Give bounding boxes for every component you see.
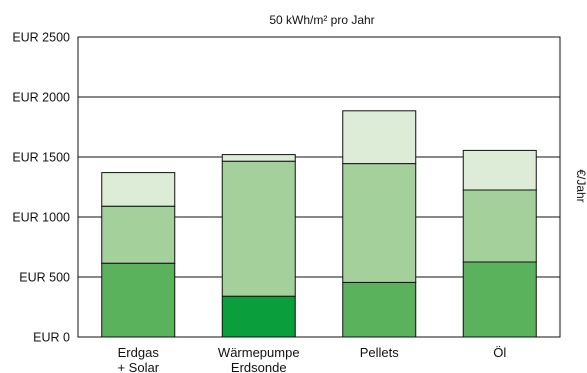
x-category-label: Erdsonde — [231, 360, 287, 373]
x-category-label: Pellets — [360, 345, 400, 360]
bar-segment — [221, 160, 296, 297]
bar-segment — [221, 154, 296, 162]
y-axis-tick-labels: EUR 0 EUR 500 EUR 1000 EUR 1500 EUR 2000 EUR … — [12, 31, 70, 345]
bar-segment — [342, 281, 417, 338]
x-category-label: Wärmepumpe — [218, 345, 300, 360]
bars — [101, 110, 537, 338]
plot-frame — [77, 36, 561, 338]
y-tick-label: EUR 1500 — [12, 151, 70, 165]
y-tick-label: EUR 1000 — [12, 211, 70, 225]
bar-segment — [221, 295, 296, 338]
bar-segment — [101, 172, 176, 207]
bar-segment — [462, 189, 537, 263]
bar-segment — [462, 261, 537, 338]
chart-title: 50 kWh/m² pro Jahr — [269, 13, 374, 27]
y-axis-unit-label: €/Jahr — [574, 169, 587, 202]
y-tick-label: EUR 2500 — [12, 31, 70, 45]
y-tick-label: EUR 0 — [33, 331, 70, 345]
x-category-label: + Solar — [117, 360, 159, 373]
y-tick-label: EUR 2000 — [12, 91, 70, 105]
bar-segment — [462, 149, 537, 191]
bar-segment — [101, 205, 176, 264]
x-category-label: Öl — [493, 345, 506, 360]
bar-segment — [101, 262, 176, 338]
bar-segment — [342, 110, 417, 165]
y-tick-label: EUR 500 — [19, 271, 70, 285]
bar-segment — [342, 163, 417, 283]
x-category-label: Erdgas — [118, 345, 160, 360]
